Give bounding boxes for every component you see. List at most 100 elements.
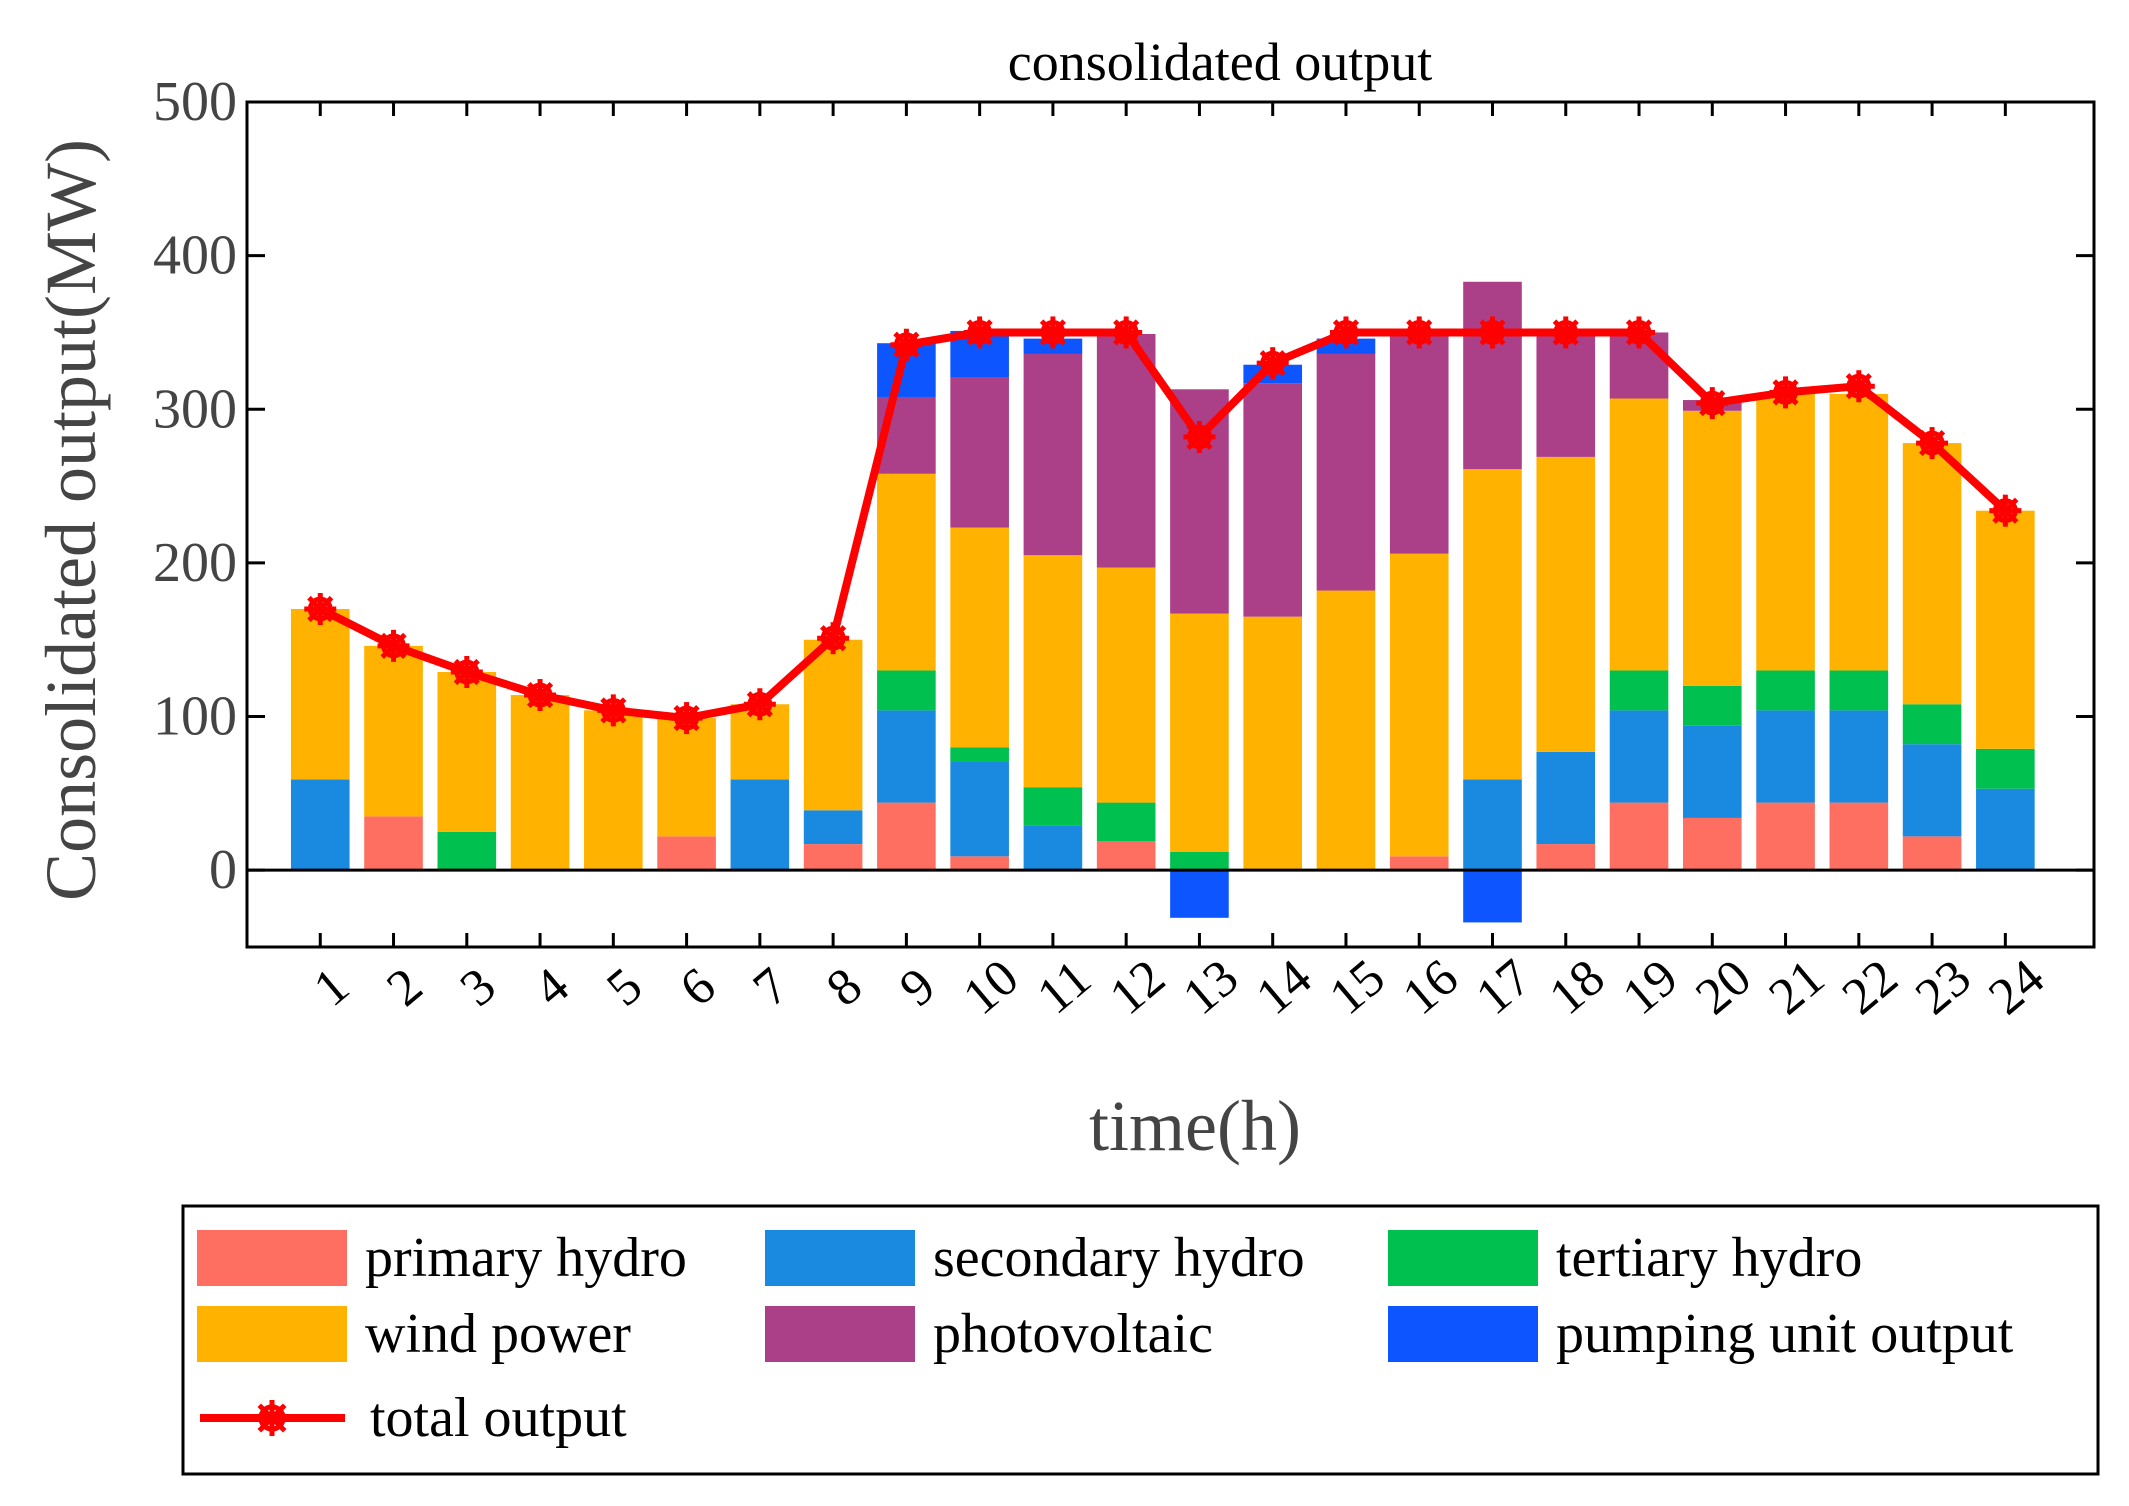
- bar-secondary-hydro-10: [950, 761, 1009, 857]
- marker-spoke: [1186, 423, 1213, 451]
- bar-tertiary-hydro-12: [1096, 802, 1156, 841]
- y-tick-label: 400: [153, 225, 237, 287]
- bar-photovoltaic-15: [1316, 353, 1376, 591]
- bar-photovoltaic-17: [1463, 281, 1522, 470]
- bar-primary-hydro-8: [803, 844, 863, 871]
- bar-primary-hydro-23: [1902, 836, 1962, 871]
- bar-wind-power-3: [437, 671, 497, 832]
- bar-photovoltaic-11: [1023, 353, 1083, 556]
- bar-tertiary-hydro-10: [950, 747, 1009, 762]
- bar-wind-power-10: [950, 527, 1009, 748]
- y-axis-title: Consolidated output(MW): [31, 139, 111, 901]
- bar-tertiary-hydro-24: [1976, 748, 2035, 789]
- marker-spoke: [1113, 319, 1140, 346]
- chart-title: consolidated output: [1008, 32, 1432, 92]
- total-output-marker-14: [1256, 347, 1289, 380]
- bar-primary-hydro-18: [1536, 844, 1596, 871]
- legend-label-primary-hydro: primary hydro: [365, 1227, 687, 1289]
- bar-secondary-hydro-8: [803, 810, 863, 845]
- bar-pumping-unit-output-17: [1463, 870, 1522, 923]
- marker-spoke: [1699, 390, 1726, 417]
- total-output-marker-5: [597, 694, 630, 727]
- total-output-marker-9: [890, 328, 923, 361]
- bar-wind-power-23: [1902, 443, 1962, 705]
- bar-secondary-hydro-18: [1536, 751, 1596, 845]
- bar-secondary-hydro-22: [1829, 710, 1889, 803]
- total-output-marker-12: [1110, 316, 1143, 349]
- marker-spoke: [1625, 319, 1653, 346]
- bar-secondary-hydro-7: [730, 779, 790, 871]
- legend-swatch-tertiary-hydro: [1388, 1230, 1538, 1286]
- bar-secondary-hydro-17: [1463, 779, 1522, 871]
- legend-swatch-primary-hydro: [197, 1230, 347, 1286]
- marker-spoke: [1479, 319, 1506, 346]
- y-tick-label: 0: [209, 839, 237, 901]
- bar-pumping-unit-output-13: [1170, 870, 1229, 918]
- total-output-marker-16: [1403, 316, 1436, 349]
- bar-primary-hydro-12: [1096, 840, 1156, 871]
- legend-swatch-secondary-hydro: [765, 1230, 915, 1286]
- legend-label-wind-power: wind power: [365, 1303, 631, 1365]
- y-tick-label: 200: [153, 532, 237, 594]
- bar-photovoltaic-10: [950, 377, 1009, 528]
- marker-spoke: [966, 319, 993, 346]
- marker-spoke: [1772, 379, 1799, 406]
- total-output-marker-18: [1549, 316, 1582, 349]
- marker-spoke: [1552, 319, 1579, 346]
- bar-tertiary-hydro-13: [1170, 851, 1229, 871]
- marker-spoke: [893, 331, 920, 358]
- bar-wind-power-9: [877, 473, 936, 671]
- marker-spoke: [257, 1403, 287, 1433]
- bar-primary-hydro-9: [877, 802, 936, 871]
- legend: primary hydro secondary hydro tertiary hyd…: [181, 1204, 2100, 1476]
- total-output-marker-22: [1842, 370, 1875, 403]
- bar-tertiary-hydro-9: [877, 670, 936, 711]
- marker-spoke: [1919, 429, 1946, 457]
- bar-primary-hydro-22: [1829, 802, 1889, 871]
- total-output-marker-11: [1036, 316, 1069, 349]
- total-output-marker-13: [1183, 420, 1216, 453]
- bar-tertiary-hydro-21: [1756, 670, 1815, 711]
- bar-secondary-hydro-1: [290, 779, 350, 871]
- bar-photovoltaic-12: [1096, 333, 1156, 568]
- total-output-marker-19: [1623, 316, 1656, 349]
- bar-photovoltaic-16: [1389, 333, 1449, 554]
- stacked-bars: [290, 281, 2035, 923]
- bar-wind-power-14: [1243, 616, 1303, 871]
- bar-secondary-hydro-9: [877, 710, 936, 803]
- bar-wind-power-6: [657, 718, 716, 837]
- total-output-marker-17: [1476, 316, 1509, 349]
- bar-wind-power-22: [1829, 393, 1889, 671]
- bar-wind-power-18: [1536, 456, 1596, 752]
- legend-label-total-output: total output: [370, 1387, 627, 1449]
- bar-secondary-hydro-20: [1682, 725, 1742, 818]
- total-output-marker-7: [743, 688, 776, 721]
- marker-spoke: [1406, 319, 1433, 346]
- marker-spoke: [453, 658, 480, 686]
- bar-primary-hydro-2: [364, 816, 423, 871]
- y-tick-label: 100: [153, 686, 237, 748]
- bar-primary-hydro-10: [950, 856, 1009, 871]
- total-output-marker-20: [1696, 387, 1729, 420]
- bar-wind-power-19: [1609, 398, 1669, 671]
- bar-photovoltaic-14: [1243, 383, 1303, 617]
- plot-frame: [245, 100, 2096, 949]
- marker-spoke: [673, 705, 700, 732]
- total-output-marker-2: [377, 629, 410, 662]
- bar-primary-hydro-16: [1389, 856, 1449, 871]
- x-axis-title: time(h): [1089, 1086, 1301, 1166]
- legend-label-tertiary-hydro: tertiary hydro: [1556, 1227, 1862, 1289]
- bar-photovoltaic-18: [1536, 332, 1596, 457]
- bar-secondary-hydro-23: [1902, 744, 1962, 837]
- marker-spoke: [1259, 350, 1286, 377]
- bar-wind-power-12: [1096, 567, 1156, 803]
- marker-spoke: [746, 691, 773, 718]
- marker-spoke: [1845, 373, 1872, 400]
- bar-primary-hydro-19: [1609, 802, 1669, 871]
- bar-tertiary-hydro-11: [1023, 787, 1083, 826]
- bar-primary-hydro-6: [657, 836, 716, 871]
- bar-tertiary-hydro-22: [1829, 670, 1889, 711]
- legend-label-secondary-hydro: secondary hydro: [933, 1227, 1305, 1289]
- y-tick-label: 500: [153, 71, 237, 133]
- bar-wind-power-11: [1023, 555, 1083, 788]
